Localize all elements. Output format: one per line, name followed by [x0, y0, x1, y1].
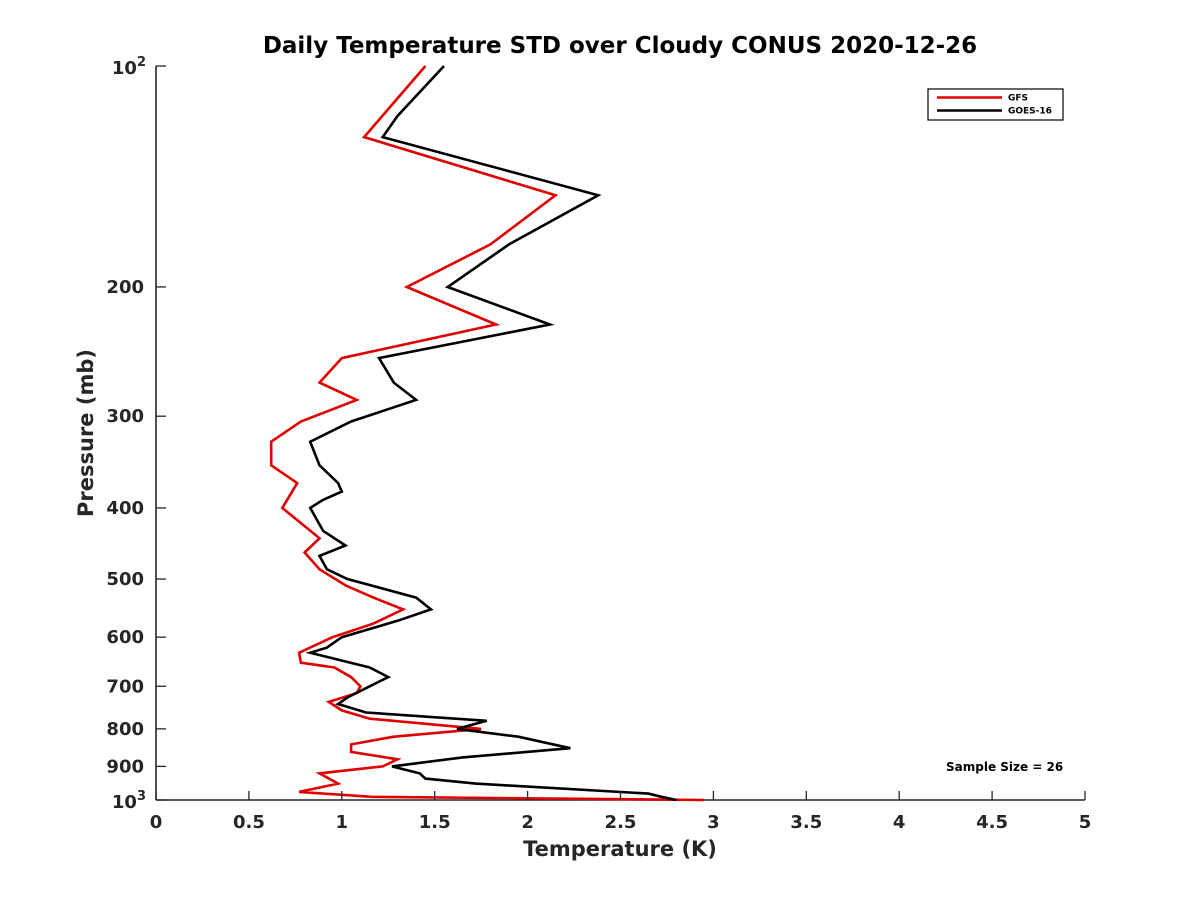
- y-tick-label: 400: [106, 498, 144, 519]
- chart-title: Daily Temperature STD over Cloudy CONUS …: [263, 33, 977, 59]
- plot-area: 0 0.5 1 1.5 2 2.5 3 3.5 4 4.5 5 200 300 400 500 600 700…: [106, 55, 1091, 833]
- legend-box: [927, 88, 1064, 121]
- y-tick-label: 700: [106, 676, 144, 697]
- y-tick-label: 800: [106, 719, 144, 740]
- legend: GFS GOES-16: [927, 88, 1064, 121]
- x-axis-ticks: 0 0.5 1 1.5 2 2.5 3 3.5 4 4.5 5: [150, 791, 1092, 833]
- y-tick-label: 600: [106, 627, 144, 648]
- x-tick-label: 3: [707, 812, 720, 833]
- x-axis-label: Temperature (K): [523, 837, 717, 861]
- legend-label-goes16: GOES-16: [1008, 107, 1052, 117]
- x-tick-label: 0.5: [233, 812, 265, 833]
- y-axis-label: Pressure (mb): [74, 349, 98, 517]
- x-tick-label: 0: [150, 812, 163, 833]
- x-tick-label: 5: [1079, 812, 1092, 833]
- y-tick-label: 300: [106, 406, 144, 427]
- y-tick-label-decade: 102: [112, 55, 146, 79]
- x-tick-label: 4: [893, 812, 906, 833]
- y-tick-label: 500: [106, 569, 144, 590]
- y-axis-ticks: 200 300 400 500 600 700 800 900 102 103: [106, 55, 166, 813]
- y-tick-label: 200: [106, 277, 144, 298]
- x-tick-label: 1: [336, 812, 349, 833]
- x-tick-label: 3.5: [790, 812, 822, 833]
- x-tick-label: 2: [521, 812, 534, 833]
- y-tick-label: 900: [106, 756, 144, 777]
- sample-size-annotation: Sample Size = 26: [946, 760, 1063, 774]
- y-tick-label-decade: 103: [112, 789, 146, 813]
- series-layer: [269, 65, 705, 802]
- legend-label-gfs: GFS: [1008, 94, 1028, 104]
- x-tick-label: 2.5: [605, 812, 637, 833]
- series-line-gfs: [269, 65, 705, 802]
- x-tick-label: 1.5: [419, 812, 451, 833]
- x-tick-label: 4.5: [976, 812, 1008, 833]
- series-line-goes16: [305, 65, 677, 802]
